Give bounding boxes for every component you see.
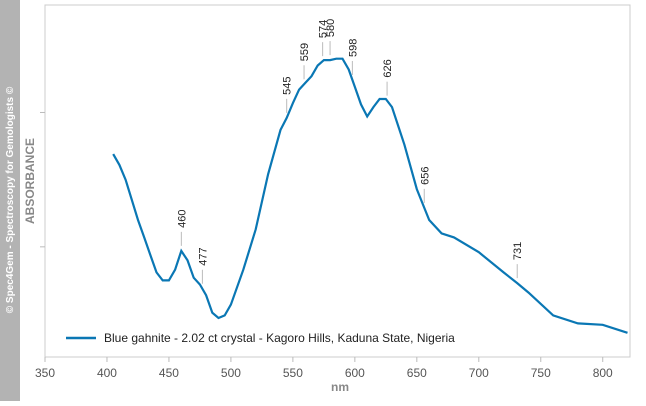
x-tick-label: 400	[97, 366, 117, 380]
x-tick-label: 500	[221, 366, 241, 380]
legend-label: Blue gahnite - 2.02 ct crystal - Kagoro …	[104, 331, 455, 345]
plot-frame	[44, 4, 631, 358]
annotation-label: 731	[512, 242, 524, 260]
x-tick-label: 700	[469, 366, 489, 380]
annotation-label: 545	[282, 76, 294, 94]
x-tick-label: 750	[531, 366, 551, 380]
spectrum-line	[112, 57, 628, 334]
x-tick-label: 600	[345, 366, 365, 380]
annotation-label: 656	[419, 167, 431, 185]
annotation-label: 460	[176, 210, 188, 228]
annotation-label: 574	[318, 20, 330, 38]
x-axis-label: nm	[331, 380, 349, 394]
annotation-label: 580	[325, 19, 337, 37]
annotation-label: 626	[382, 59, 394, 77]
x-tick-label: 650	[407, 366, 427, 380]
y-axis-label: ABSORBANCE	[23, 138, 37, 224]
annotation-label: 477	[197, 247, 209, 265]
annotation-label: 598	[347, 39, 359, 57]
x-tick-label: 450	[159, 366, 179, 380]
x-tick-label: 800	[593, 366, 613, 380]
side-strip	[0, 0, 20, 401]
annotation-label: 559	[299, 43, 311, 61]
x-tick-label: 350	[35, 366, 55, 380]
side-note: © Spec4Gem - Spectroscopy for Gemologist…	[5, 86, 16, 313]
x-tick-label: 550	[283, 366, 303, 380]
